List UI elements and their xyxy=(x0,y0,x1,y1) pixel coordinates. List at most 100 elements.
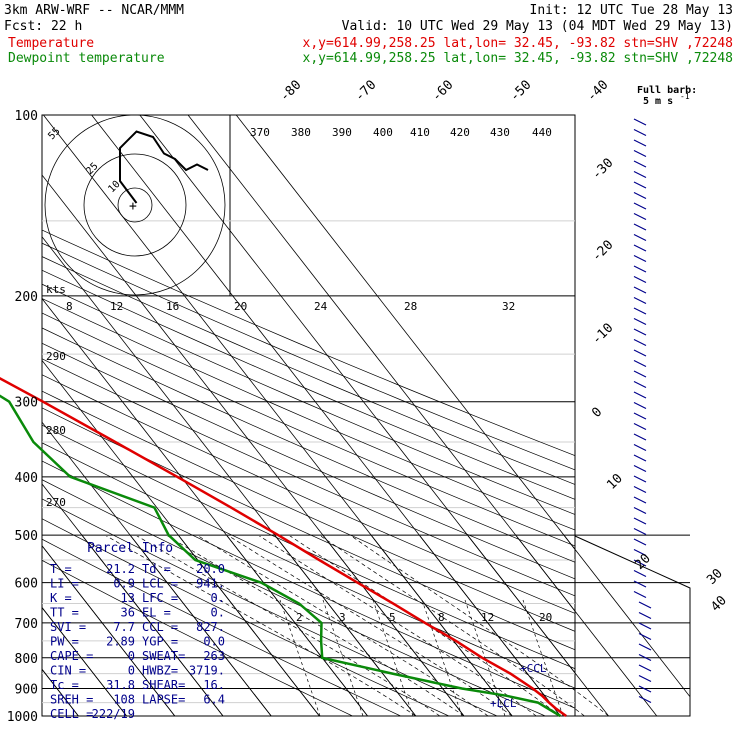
wind-barb xyxy=(633,128,647,137)
parcel-field: 941. xyxy=(196,577,225,591)
wind-barb xyxy=(633,391,647,399)
wind-barb xyxy=(633,254,647,263)
wind-legend-unit-exponent: -1 xyxy=(680,92,690,101)
isotherm-line xyxy=(42,536,127,716)
temperature-legend: Temperature xyxy=(8,36,94,51)
temperature-line xyxy=(0,377,567,718)
wind-barb xyxy=(633,160,647,168)
parcel-field: CCL = xyxy=(142,620,178,634)
isotherm-label: -30 xyxy=(589,156,616,183)
wind-barb xyxy=(633,517,647,525)
hodograph-units-label: kts xyxy=(46,283,66,296)
hodograph-ring xyxy=(83,153,187,257)
pressure-tick-label: 300 xyxy=(15,396,38,411)
wind-barb xyxy=(633,580,647,588)
parcel-field: 31.8 xyxy=(106,678,135,692)
theta-label: 380 xyxy=(291,126,311,139)
dry-adiabat-line xyxy=(42,442,575,689)
speed-scale-label: 32 xyxy=(502,300,515,313)
wind-barb xyxy=(633,370,647,378)
wind-barb xyxy=(633,359,647,368)
isotherm-label: -50 xyxy=(507,78,534,105)
parcel-field: 0. xyxy=(211,606,225,620)
plot-frame xyxy=(41,114,691,717)
parcel-field: 222/19 xyxy=(92,707,135,721)
pressure-tick-label: 700 xyxy=(15,617,38,632)
parcel-field: TT = xyxy=(50,606,79,620)
dry-adiabat-line xyxy=(42,256,575,485)
mixing-ratio-label: 8 xyxy=(438,611,445,624)
isotherm-line xyxy=(235,115,575,550)
wind-barb xyxy=(633,464,647,473)
wind-barb xyxy=(638,685,652,693)
parcel-field: 36 xyxy=(121,606,135,620)
wind-barb xyxy=(633,569,647,578)
parcel-field: LI = xyxy=(50,577,79,591)
moist-adiabat-line xyxy=(42,536,513,716)
mixing-ratio-line xyxy=(279,599,321,716)
theta-label: 290 xyxy=(46,350,66,363)
wind-barb xyxy=(638,643,652,651)
parcel-field: 6.4 xyxy=(203,693,225,707)
isotherm-line xyxy=(139,536,609,716)
wind-barb xyxy=(633,506,647,515)
isotherm-label: -10 xyxy=(589,321,616,348)
theta-label: 400 xyxy=(373,126,393,139)
dry-adiabat-line xyxy=(42,479,546,716)
pressure-tick-label: 1000 xyxy=(7,710,38,725)
parcel-field: YGP = xyxy=(142,635,178,649)
wind-barb xyxy=(633,118,647,126)
wind-barb xyxy=(633,317,647,326)
dewpoint-location: x,y=614.99,258.25 lat,lon= 32.45, -93.82… xyxy=(303,51,733,66)
speed-scale-label: 20 xyxy=(234,300,247,313)
wind-barb xyxy=(633,223,647,231)
valid-time: Valid: 10 UTC Wed 29 May 13 (04 MDT Wed … xyxy=(342,19,733,34)
moist-adiabat-line xyxy=(42,536,441,716)
parcel-field: 13 xyxy=(121,591,135,605)
dry-adiabat-line xyxy=(42,358,575,597)
theta-label: 270 xyxy=(46,496,66,509)
wind-barb xyxy=(633,380,647,389)
isotherm-label: 10 xyxy=(604,471,626,493)
parcel-field: LAPSE= xyxy=(142,693,185,707)
parcel-field: CAPE = xyxy=(50,649,93,663)
parcel-field: CELL = xyxy=(50,707,93,721)
dry-adiabat-line xyxy=(42,460,575,709)
wind-legend-title: Full barb: xyxy=(637,85,697,96)
forecast-hour: Fcst: 22 h xyxy=(4,19,82,34)
isotherm-line xyxy=(42,536,465,716)
isotherm-line xyxy=(42,536,176,716)
wind-barb xyxy=(633,412,647,420)
parcel-field: 3719. xyxy=(189,664,225,678)
wind-barb xyxy=(633,527,647,536)
theta-label: 370 xyxy=(250,126,270,139)
parcel-field: LFC = xyxy=(142,591,178,605)
isotherm-line xyxy=(42,536,417,716)
parcel-field: CIN = xyxy=(50,664,86,678)
dry-adiabat-line xyxy=(42,229,575,457)
init-time: Init: 12 UTC Tue 28 May 13 xyxy=(530,3,734,18)
moist-adiabat-line xyxy=(42,536,585,716)
ccl-marker: +CCL xyxy=(520,662,547,675)
dry-adiabat-line xyxy=(42,518,449,716)
wind-barb xyxy=(638,632,652,641)
wind-barb xyxy=(633,454,647,462)
dewpoint-legend: Dewpoint temperature xyxy=(8,51,165,66)
mixing-ratio-line xyxy=(372,599,414,716)
wind-barb xyxy=(633,149,647,158)
dry-adiabat-line xyxy=(42,298,575,531)
theta-label: 430 xyxy=(490,126,510,139)
mixing-ratio-label: 3 xyxy=(339,611,346,624)
parcel-field: SHEAR= xyxy=(142,678,185,692)
mixing-ratio-line xyxy=(522,599,564,716)
wind-barb xyxy=(633,286,647,294)
isotherm-label: -80 xyxy=(277,78,304,105)
isotherm-label: -60 xyxy=(429,78,456,105)
dry-adiabat-line xyxy=(42,327,575,563)
mixing-ratio-label: 5 xyxy=(389,611,396,624)
parcel-field: 0.0 xyxy=(203,635,225,649)
isotherm-label: -20 xyxy=(589,238,616,265)
isotherm-label: -70 xyxy=(352,78,379,105)
wind-barb xyxy=(638,695,652,704)
